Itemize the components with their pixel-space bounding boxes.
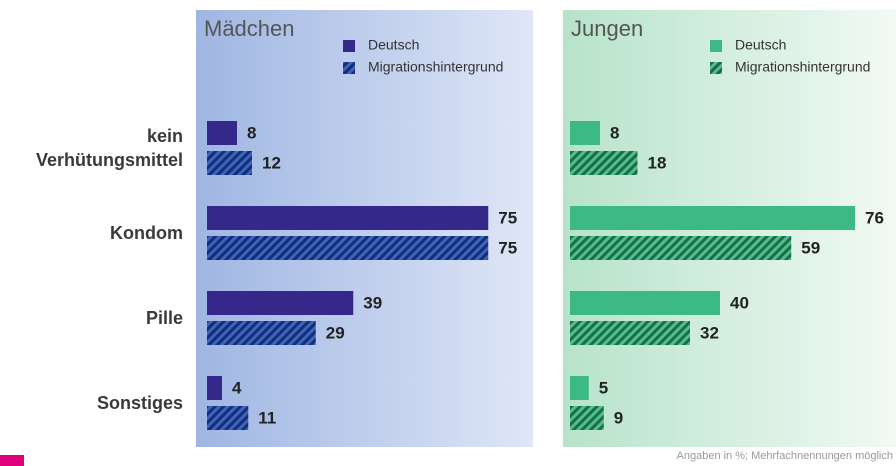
- legend-swatch: [710, 40, 722, 52]
- legend-label: Deutsch: [368, 37, 419, 53]
- value-label: 29: [326, 323, 345, 342]
- value-label: 5: [599, 378, 608, 397]
- bar: [570, 121, 600, 145]
- bar: [570, 406, 604, 430]
- legend-swatch: [343, 62, 355, 74]
- panel-title: Mädchen: [204, 16, 295, 41]
- legend-label: Migrationshintergrund: [735, 59, 870, 75]
- footnote: Angaben in %; Mehrfachnennungen möglich: [677, 450, 893, 462]
- category-label: Sonstiges: [96, 393, 183, 413]
- logo: [0, 455, 24, 466]
- bar: [570, 291, 720, 315]
- value-label: 11: [258, 408, 276, 427]
- bar: [207, 121, 237, 145]
- bar: [207, 151, 252, 175]
- legend-swatch: [343, 40, 355, 52]
- value-label: 76: [865, 208, 884, 227]
- value-label: 59: [801, 238, 820, 257]
- category-label: kein Verhütungsmittel: [35, 126, 183, 170]
- panel-title: Jungen: [571, 16, 643, 41]
- value-label: 75: [498, 238, 517, 257]
- bar: [570, 321, 690, 345]
- bar: [207, 321, 316, 345]
- value-label: 18: [648, 153, 667, 172]
- bar: [570, 236, 792, 260]
- value-label: 8: [610, 123, 619, 142]
- value-label: 9: [614, 408, 623, 427]
- value-label: 32: [700, 323, 719, 342]
- legend-swatch: [710, 62, 722, 74]
- category-label: Pille: [145, 308, 183, 328]
- bar: [570, 151, 638, 175]
- legend-label: Migrationshintergrund: [368, 59, 503, 75]
- bar: [207, 376, 222, 400]
- value-label: 4: [232, 378, 242, 397]
- value-label: 39: [363, 293, 382, 312]
- bar: [207, 206, 489, 230]
- bar: [207, 291, 354, 315]
- legend-label: Deutsch: [735, 37, 786, 53]
- bar: [207, 406, 249, 430]
- bar: [207, 236, 489, 260]
- bar: [570, 206, 855, 230]
- value-label: 12: [262, 153, 281, 172]
- value-label: 75: [498, 208, 517, 227]
- value-label: 8: [247, 123, 256, 142]
- category-label: Kondom: [110, 223, 183, 243]
- value-label: 40: [730, 293, 749, 312]
- bar: [570, 376, 589, 400]
